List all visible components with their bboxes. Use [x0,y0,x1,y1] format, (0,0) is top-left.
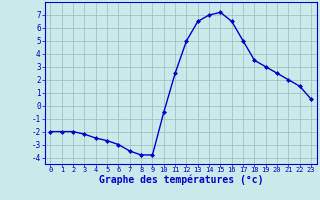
X-axis label: Graphe des températures (°c): Graphe des températures (°c) [99,175,263,185]
